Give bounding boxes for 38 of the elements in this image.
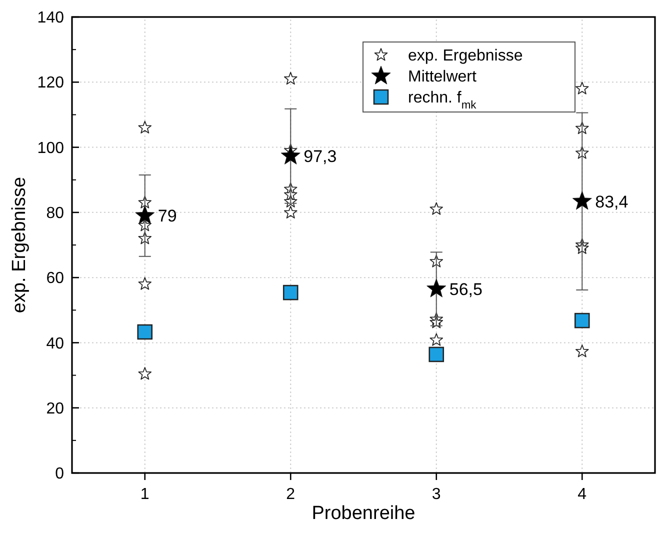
x-tick-label: 1 <box>140 486 150 503</box>
y-tick-label: 140 <box>37 10 64 27</box>
x-tick-label: 2 <box>286 486 296 503</box>
point <box>284 206 298 218</box>
y-tick-label: 120 <box>37 74 64 92</box>
y-tick-label: 20 <box>46 400 64 418</box>
legend-label: Mittelwert <box>408 68 478 86</box>
point <box>280 146 300 164</box>
point <box>575 82 589 94</box>
legend-label: exp. Ergebnisse <box>408 48 523 65</box>
point <box>430 333 444 346</box>
point <box>428 346 444 362</box>
legend-label: rechn. f$_{mk}$ <box>408 90 477 112</box>
point <box>138 367 152 380</box>
x-tick-label: 4 <box>578 486 587 503</box>
y-tick-label: 80 <box>46 205 64 222</box>
point <box>575 344 589 358</box>
x-tick-label: 3 <box>432 486 441 503</box>
point <box>282 284 298 300</box>
point <box>574 312 590 328</box>
y-tick-label: 100 <box>37 140 64 157</box>
point <box>430 202 444 215</box>
y-tick-label: 40 <box>46 335 64 352</box>
point <box>426 278 446 298</box>
data-label: 97,3 <box>304 147 337 166</box>
data-label: 83,4 <box>595 192 628 212</box>
y-tick-label: 0 <box>55 466 64 483</box>
x-axis-title: Probenreihe <box>312 503 416 524</box>
point <box>138 120 152 134</box>
y-axis-title: exp. Ergebnisse <box>9 176 30 314</box>
point <box>135 205 155 224</box>
y-tick-label: 60 <box>46 270 64 288</box>
point <box>284 72 298 85</box>
point <box>137 324 153 340</box>
data-label: 56,5 <box>449 280 482 299</box>
point <box>572 191 592 210</box>
data-label: 79 <box>158 206 177 226</box>
point <box>138 277 152 290</box>
